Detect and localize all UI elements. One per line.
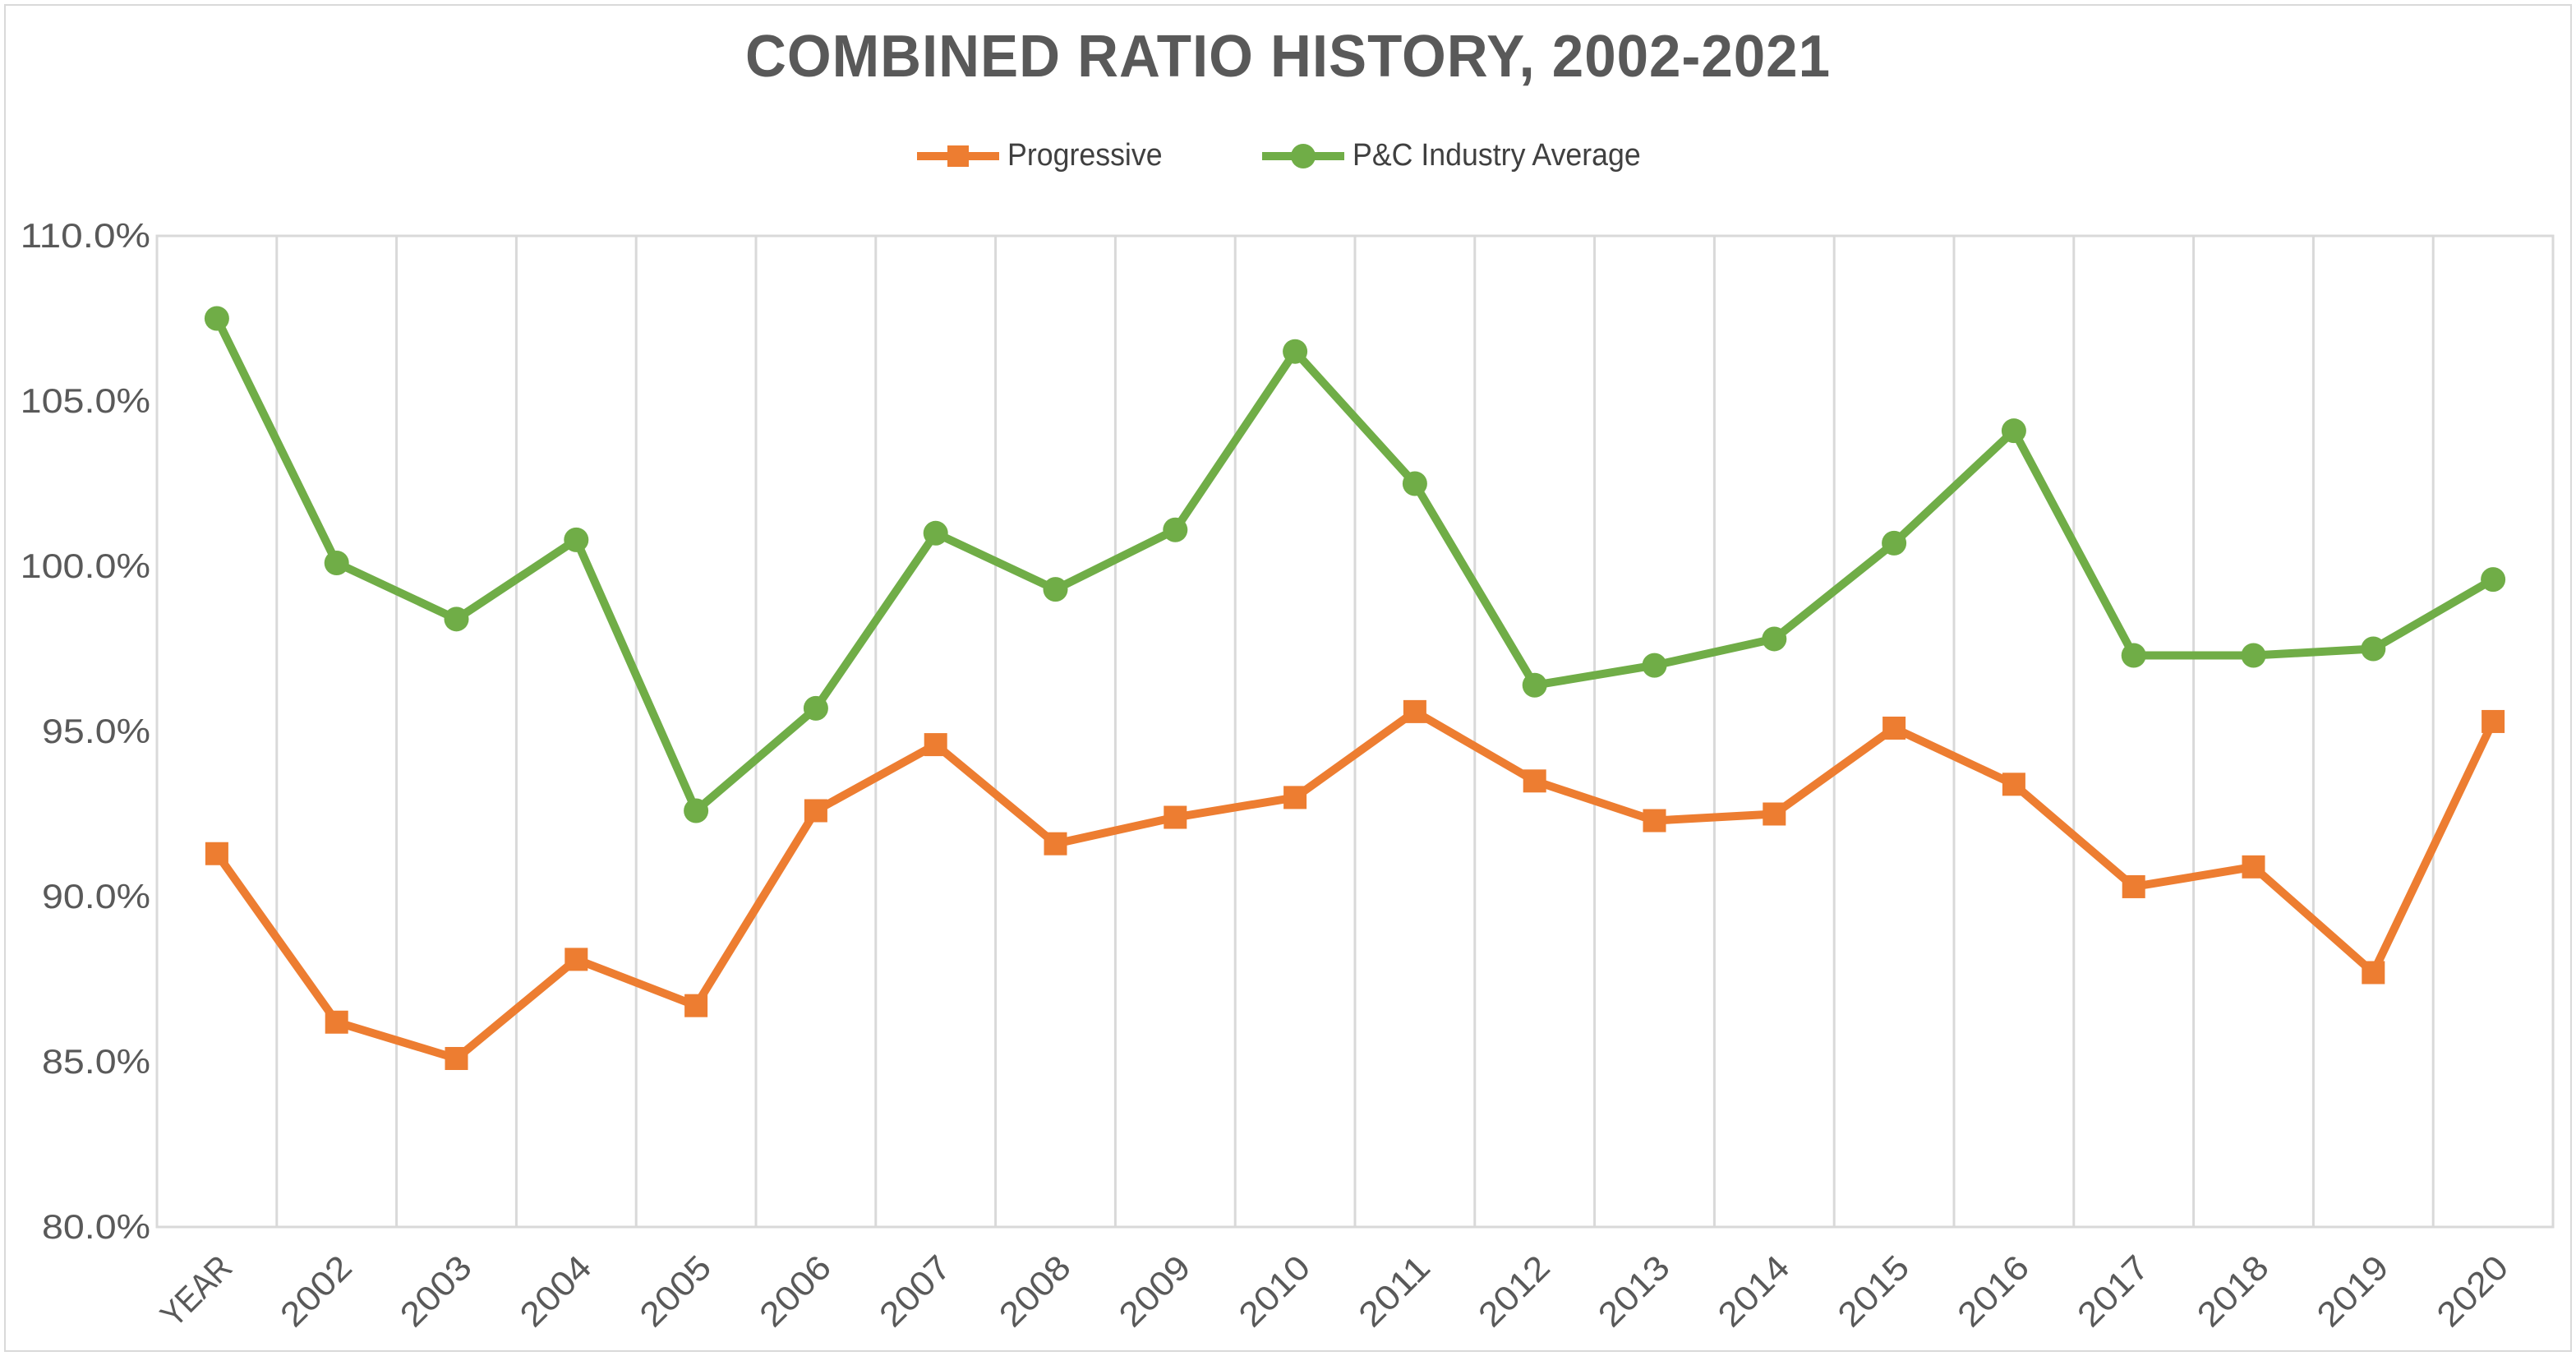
data-point-p-c-industry-average-2018 <box>2241 643 2266 668</box>
data-point-p-c-industry-average-2013 <box>1642 653 1667 678</box>
x-axis-label-2016: 2016 <box>1950 1248 2036 1334</box>
x-axis-label-2010: 2010 <box>1231 1248 1317 1334</box>
data-point-progressive-2004 <box>565 948 588 971</box>
data-point-p-c-industry-average-2002 <box>324 550 349 575</box>
y-axis-label-105.0%: 105.0% <box>21 381 150 420</box>
legend-item-progressive: Progressive <box>916 138 1173 173</box>
legend-item-industry-average: P&C Industry Average <box>1262 138 1659 173</box>
x-axis-label-2011: 2011 <box>1351 1248 1437 1334</box>
data-point-p-c-industry-average-YEAR <box>204 306 229 331</box>
x-axis-label-2004: 2004 <box>512 1248 598 1334</box>
data-point-p-c-industry-average-2017 <box>2121 643 2146 668</box>
x-axis-label-2013: 2013 <box>1591 1248 1677 1334</box>
series-line-progressive <box>212 707 2498 1063</box>
data-point-p-c-industry-average-2010 <box>1283 339 1308 364</box>
y-axis-label-80.0%: 80.0% <box>42 1207 150 1246</box>
x-axis-label-2006: 2006 <box>752 1248 838 1334</box>
chart-frame <box>4 4 2572 1352</box>
y-axis-label-85.0%: 85.0% <box>42 1042 150 1081</box>
data-point-p-c-industry-average-2015 <box>1882 530 1907 556</box>
x-axis-label-2018: 2018 <box>2190 1248 2276 1334</box>
data-point-p-c-industry-average-2011 <box>1402 471 1427 496</box>
data-point-p-c-industry-average-2012 <box>1522 672 1547 698</box>
x-axis-label-2009: 2009 <box>1111 1248 1197 1334</box>
data-point-p-c-industry-average-2009 <box>1163 517 1188 542</box>
data-point-p-c-industry-average-2004 <box>564 527 589 552</box>
data-point-p-c-industry-average-2007 <box>923 520 948 546</box>
x-axis-label-2008: 2008 <box>992 1248 1078 1334</box>
y-axis-label-90.0%: 90.0% <box>42 877 150 916</box>
y-axis-label-100.0%: 100.0% <box>21 547 150 585</box>
x-axis-label-2015: 2015 <box>1830 1248 1916 1334</box>
data-point-progressive-2006 <box>804 799 827 823</box>
data-point-progressive-2005 <box>684 994 708 1017</box>
data-point-progressive-YEAR <box>205 842 228 865</box>
progressive-square-marker-icon <box>947 145 969 167</box>
data-point-progressive-2013 <box>1643 809 1666 833</box>
industry-series-swatch <box>1262 140 1345 173</box>
data-point-progressive-2019 <box>2362 961 2385 985</box>
data-point-p-c-industry-average-2003 <box>444 607 469 632</box>
data-point-p-c-industry-average-2016 <box>2001 418 2026 444</box>
data-point-progressive-2018 <box>2242 855 2265 879</box>
data-point-progressive-2016 <box>2002 773 2025 796</box>
data-point-progressive-2007 <box>924 733 947 757</box>
x-axis-label-2012: 2012 <box>1471 1248 1557 1334</box>
legend-label-industry-average: P&C Industry Average <box>1353 138 1642 173</box>
data-point-p-c-industry-average-2014 <box>1762 626 1787 652</box>
chart-title: COMBINED RATIO HISTORY, 2002-2021 <box>744 24 1831 90</box>
data-point-progressive-2008 <box>1044 832 1067 856</box>
data-point-progressive-2002 <box>325 1010 348 1034</box>
industry-circle-marker-icon <box>1291 143 1316 168</box>
data-point-progressive-2017 <box>2122 874 2145 898</box>
y-axis-label-95.0%: 95.0% <box>42 712 150 750</box>
x-axis-label-2020: 2020 <box>2429 1248 2515 1334</box>
data-point-progressive-2010 <box>1283 786 1307 809</box>
progressive-series-swatch <box>916 140 999 173</box>
data-point-p-c-industry-average-2006 <box>803 695 828 721</box>
data-point-progressive-2012 <box>1523 769 1546 793</box>
x-axis-label-2007: 2007 <box>872 1248 958 1334</box>
x-axis-label-2017: 2017 <box>2070 1248 2156 1334</box>
series-line-p-c-industry-average <box>212 314 2498 815</box>
x-axis-label-2003: 2003 <box>393 1248 479 1334</box>
data-point-p-c-industry-average-2008 <box>1043 577 1068 602</box>
x-axis-label-2005: 2005 <box>632 1248 718 1334</box>
data-point-progressive-2003 <box>445 1046 468 1070</box>
data-point-progressive-2020 <box>2482 709 2505 733</box>
legend-label-progressive: Progressive <box>1007 138 1163 173</box>
x-axis-label-YEAR: YEAR <box>153 1248 239 1334</box>
data-point-progressive-2011 <box>1403 699 1426 723</box>
data-point-p-c-industry-average-2005 <box>684 798 709 823</box>
data-point-p-c-industry-average-2019 <box>2361 636 2386 662</box>
data-point-progressive-2015 <box>1882 716 1906 740</box>
x-axis-label-2014: 2014 <box>1710 1248 1796 1334</box>
data-point-p-c-industry-average-2020 <box>2481 567 2506 593</box>
x-axis-label-2019: 2019 <box>2309 1248 2395 1334</box>
data-point-progressive-2009 <box>1164 805 1187 829</box>
data-point-progressive-2014 <box>1763 802 1786 826</box>
chart-legend: Progressive P&C Industry Average <box>0 138 2576 173</box>
y-axis-label-110.0%: 110.0% <box>21 216 150 255</box>
x-axis-label-2002: 2002 <box>273 1248 359 1334</box>
